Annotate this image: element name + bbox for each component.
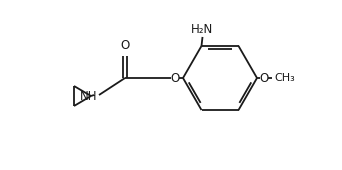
Text: NH: NH [79, 89, 97, 103]
Text: O: O [170, 72, 180, 84]
Text: O: O [120, 39, 130, 52]
Text: O: O [259, 72, 268, 84]
Text: H₂N: H₂N [192, 23, 214, 36]
Text: CH₃: CH₃ [274, 73, 295, 83]
